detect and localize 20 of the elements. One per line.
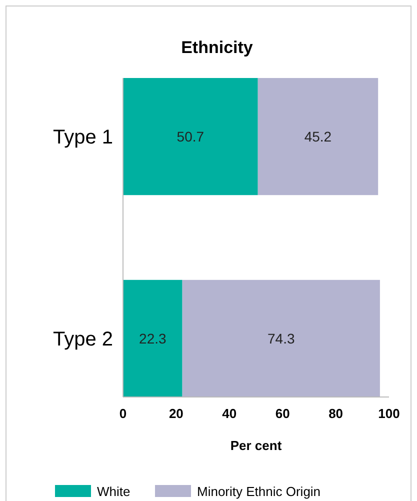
bar <box>182 280 380 397</box>
x-tick-label: 40 <box>222 406 237 421</box>
x-axis-title: Per cent <box>230 438 282 453</box>
x-tick-label: 60 <box>275 406 290 421</box>
bar <box>123 78 258 196</box>
data-label: 74.3 <box>268 330 295 346</box>
chart-title: Ethnicity <box>181 38 254 57</box>
x-tick-label: 0 <box>119 406 127 421</box>
y-tick-label: Type 2 <box>52 328 113 350</box>
bar <box>123 280 182 397</box>
x-tick-label: 100 <box>378 406 400 421</box>
data-label: 22.3 <box>139 330 166 346</box>
y-tick-label: Type 1 <box>52 126 113 149</box>
x-tick-label: 80 <box>328 406 344 421</box>
data-label: 50.7 <box>176 128 204 145</box>
bar <box>258 78 378 196</box>
x-tick-label: 20 <box>168 406 184 421</box>
legend-label: Minority Ethnic Origin <box>197 484 321 499</box>
data-label: 45.2 <box>304 128 332 145</box>
legend-label: White <box>97 484 130 499</box>
